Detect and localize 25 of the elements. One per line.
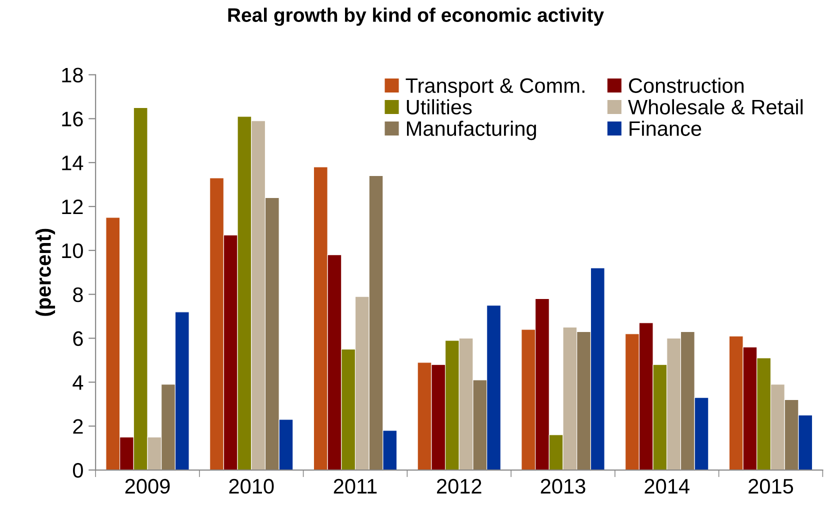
y-tick-label: 16 xyxy=(62,112,83,126)
y-tick-label: 12 xyxy=(62,200,83,214)
y-tick-label: 0 xyxy=(72,463,83,478)
chart-title: Real growth by kind of economic activity xyxy=(228,8,604,26)
y-tick-label: 18 xyxy=(62,68,83,83)
y-tick-label: 10 xyxy=(62,243,83,258)
legend-label: Manufacturing xyxy=(407,120,536,140)
x-tick-label: 2010 xyxy=(229,478,274,494)
y-tick-label: 2 xyxy=(73,419,83,434)
legend-label: Wholesale & Retail xyxy=(628,99,803,114)
x-tick-label: 2011 xyxy=(334,478,377,494)
y-tick-label: 8 xyxy=(73,287,83,302)
legend-label: Transport & Comm. xyxy=(406,78,584,98)
x-tick-label: 2015 xyxy=(748,478,794,494)
legend-label: Utilities xyxy=(406,99,472,114)
legend-label: Finance xyxy=(630,120,702,136)
x-tick-label: 2009 xyxy=(125,478,170,494)
y-tick-label: 14 xyxy=(62,156,84,170)
y-tick-label: 4 xyxy=(72,375,84,390)
x-tick-label: 2012 xyxy=(437,478,482,494)
x-tick-label: 2014 xyxy=(644,478,690,494)
y-axis-title: (percent) xyxy=(36,228,56,316)
legend-label: Construction xyxy=(629,78,744,93)
x-tick-label: 2013 xyxy=(540,478,586,494)
y-tick-label: 6 xyxy=(73,331,83,346)
